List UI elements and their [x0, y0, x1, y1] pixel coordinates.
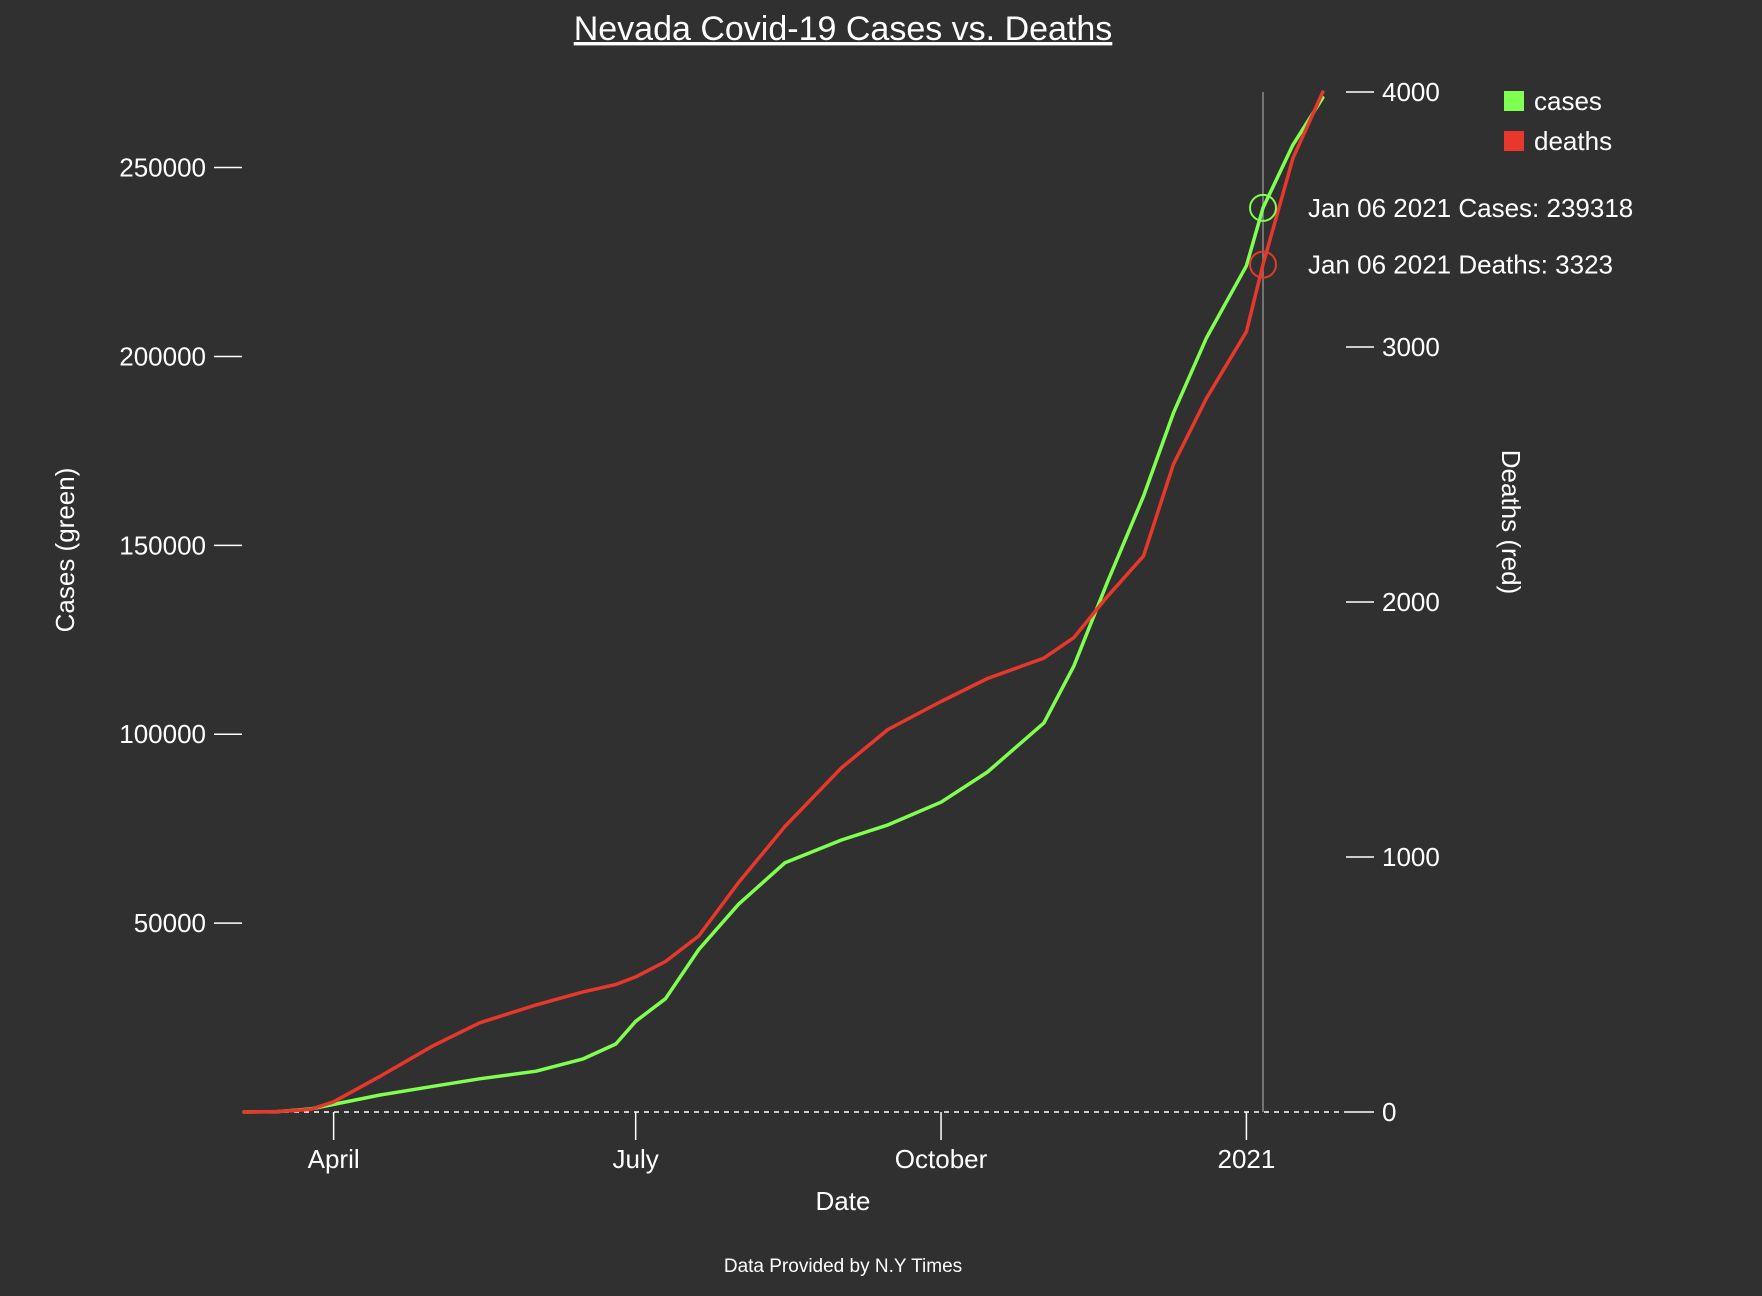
hover-label-cases: Jan 06 2021 Cases: 239318	[1308, 193, 1633, 223]
left-tick-label: 50000	[134, 908, 206, 938]
x-tick-label: 2021	[1217, 1144, 1275, 1174]
x-tick-label: October	[895, 1144, 988, 1174]
right-tick-label: 0	[1382, 1097, 1396, 1127]
right-tick-label: 1000	[1382, 842, 1440, 872]
right-axis-title: Deaths (red)	[1496, 450, 1526, 595]
x-tick-label: April	[308, 1144, 360, 1174]
left-tick-label: 200000	[119, 341, 206, 371]
hover-label-deaths: Jan 06 2021 Deaths: 3323	[1308, 250, 1613, 280]
hover-marker-deaths	[1249, 250, 1278, 279]
legend-label-deaths: deaths	[1534, 126, 1612, 156]
legend-label-cases: cases	[1534, 86, 1602, 116]
right-tick-label: 4000	[1382, 77, 1440, 107]
left-y-axis: 50000 100000 150000 200000 250000	[119, 153, 242, 938]
x-tick-label: July	[613, 1144, 659, 1174]
chart-title: Nevada Covid-19 Cases vs. Deaths	[574, 10, 1113, 48]
left-axis-title: Cases (green)	[50, 468, 80, 633]
left-tick-label: 100000	[119, 719, 206, 749]
data-credit: Data Provided by N.Y Times	[724, 1256, 962, 1277]
left-tick-label: 150000	[119, 530, 206, 560]
series-group	[242, 90, 1325, 1114]
series-line-deaths	[242, 90, 1325, 1114]
hover-marker-cases	[1249, 193, 1278, 222]
legend-swatch-cases	[1504, 91, 1524, 111]
x-axis: April July October 2021	[308, 1112, 1275, 1174]
left-tick-label: 250000	[119, 153, 206, 183]
series-line-cases	[242, 95, 1325, 1114]
right-tick-label: 2000	[1382, 587, 1440, 617]
right-tick-label: 3000	[1382, 332, 1440, 362]
legend: cases deaths	[1504, 86, 1612, 156]
right-y-axis: 0 1000 2000 3000 4000	[1346, 77, 1440, 1127]
legend-swatch-deaths	[1504, 131, 1524, 151]
x-axis-title: Date	[816, 1186, 871, 1216]
